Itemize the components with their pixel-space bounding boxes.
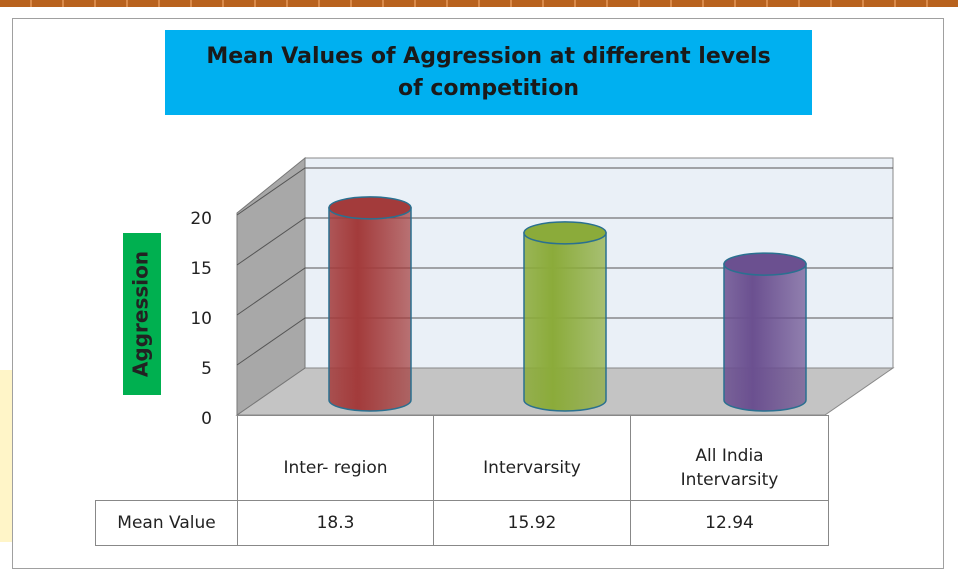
category-label: Intervarsity bbox=[433, 415, 631, 501]
y-label-box bbox=[123, 233, 161, 395]
value-label: 15.92 bbox=[433, 500, 631, 546]
grid-line bbox=[236, 167, 893, 216]
top-border bbox=[0, 0, 958, 7]
bar-top bbox=[328, 196, 412, 220]
y-axis-label: Aggression bbox=[129, 251, 153, 377]
y-tick-label: 5 bbox=[201, 359, 212, 379]
y-tick-label: 0 bbox=[201, 409, 212, 429]
row-label: Mean Value bbox=[95, 500, 238, 546]
bar bbox=[328, 207, 412, 412]
chart-title: Mean Values of Aggression at different l… bbox=[165, 30, 812, 115]
value-label: 12.94 bbox=[630, 500, 829, 546]
bar bbox=[523, 232, 607, 412]
bar bbox=[723, 263, 807, 412]
y-tick-label: 15 bbox=[190, 259, 212, 279]
category-label: All India Intervarsity bbox=[630, 415, 829, 501]
side-wall bbox=[236, 156, 306, 416]
y-tick-label: 20 bbox=[190, 209, 212, 229]
grid-line bbox=[236, 267, 893, 316]
bar-top bbox=[523, 221, 607, 245]
category-label: Inter- region bbox=[237, 415, 434, 501]
value-label: 18.3 bbox=[237, 500, 434, 546]
grid-line bbox=[236, 317, 893, 366]
y-tick-label: 10 bbox=[190, 309, 212, 329]
chart-frame bbox=[12, 18, 944, 569]
grid-line bbox=[236, 217, 893, 266]
bar-top bbox=[723, 252, 807, 276]
